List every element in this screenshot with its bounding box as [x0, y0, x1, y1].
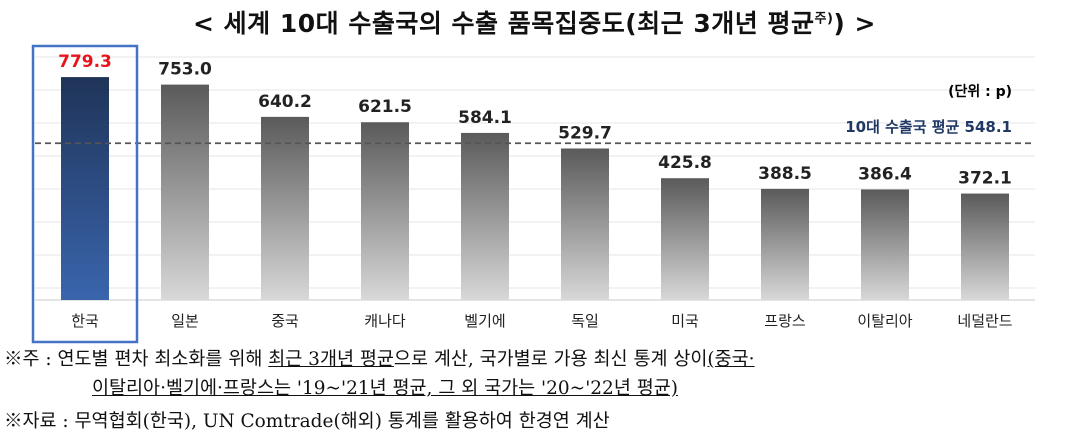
- category-label-1: 한국: [71, 312, 99, 330]
- bar-2: [161, 84, 209, 300]
- footnote-2: 이탈리아·벨기에·프랑스는 '19~'21년 평균, 그 외 국가는 '20~'…: [92, 374, 678, 400]
- footnote-1-middle: 으로 계산, 국가별로 가용 최신 통계 상이: [393, 349, 708, 370]
- title-footnote-mark: 주): [814, 11, 834, 27]
- bar-9: [861, 189, 909, 300]
- category-label-8: 프랑스: [764, 312, 806, 330]
- value-label-3: 640.2: [258, 92, 312, 112]
- category-label-5: 벨기에: [464, 312, 505, 330]
- category-label-6: 독일: [571, 312, 599, 330]
- source-note: ※자료 : 무역협회(한국), UN Comtrade(해외) 통계를 활용하여…: [4, 411, 610, 432]
- value-label-7: 425.8: [658, 153, 712, 173]
- chart-title: < 세계 10대 수출국의 수출 품목집중도(최근 3개년 평균주)) >: [0, 4, 1069, 40]
- category-label-4: 캐나다: [364, 312, 406, 330]
- bar-chart: 10대 수출국 평균 548.1 779.3 한국 753.0 일본 640.2 중국 62…: [31, 44, 1035, 344]
- footnote-1-underlined-end: (중국·: [707, 349, 755, 370]
- title-main: < 세계 10대 수출국의 수출 품목집중도(최근 3개년 평균: [193, 9, 815, 38]
- value-label-4: 621.5: [358, 97, 412, 117]
- bar-5: [461, 132, 509, 300]
- title-close-paren: ): [833, 9, 846, 38]
- value-label-2: 753.0: [158, 60, 212, 80]
- title-end: >: [845, 9, 876, 38]
- bar-10: [961, 193, 1009, 300]
- bar-7: [661, 178, 709, 300]
- bar-4: [361, 122, 409, 300]
- bar-1: [61, 77, 109, 300]
- value-label-9: 386.4: [858, 164, 912, 184]
- footnote-1-prefix: ※주 : 연도별 편차 최소화를 위해: [4, 349, 269, 370]
- bar-3: [261, 116, 309, 301]
- value-label-10: 372.1: [958, 169, 1012, 189]
- bar-6: [561, 148, 609, 300]
- footnote-1: ※주 : 연도별 편차 최소화를 위해 최근 3개년 평균으로 계산, 국가별로…: [4, 345, 755, 371]
- bar-8: [761, 188, 809, 300]
- footnote-1-underlined: 최근 3개년 평균: [268, 349, 394, 370]
- category-label-3: 중국: [271, 312, 299, 330]
- value-label-6: 529.7: [558, 123, 612, 143]
- value-label-8: 388.5: [758, 164, 812, 184]
- value-label-1: 779.3: [58, 52, 112, 72]
- unit-label: (단위 : p): [948, 83, 1012, 100]
- category-label-7: 미국: [671, 312, 699, 330]
- category-label-2: 일본: [171, 312, 199, 330]
- footnote-2-text: 이탈리아·벨기에·프랑스는 '19~'21년 평균, 그 외 국가는 '20~'…: [92, 378, 678, 399]
- category-label-10: 네덜란드: [957, 312, 1012, 330]
- category-label-9: 이탈리아: [857, 312, 912, 330]
- highlight-box: [31, 44, 139, 344]
- value-label-5: 584.1: [458, 108, 512, 128]
- average-label: 10대 수출국 평균 548.1: [845, 118, 1012, 136]
